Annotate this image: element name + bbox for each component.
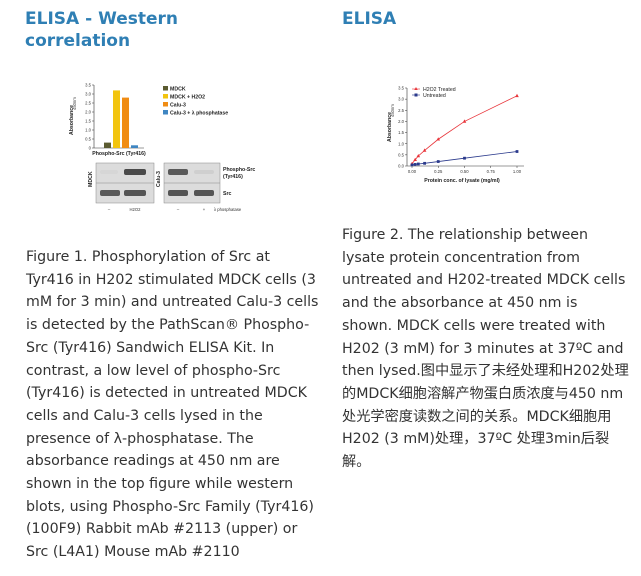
- line-x-tick-label: 1.00: [513, 169, 522, 174]
- legend-label-untreated: Untreated: [423, 93, 446, 99]
- bar-chart: 00.51.01.52.02.53.03.5 Absorbance 450nm …: [69, 83, 228, 157]
- blot-band-label-2: Src: [223, 191, 231, 197]
- line-y-tick-label: 0.0: [398, 164, 404, 169]
- blot-condition: H2O2: [130, 207, 142, 212]
- line-series: [410, 93, 519, 167]
- bar-y-label: Absorbance: [69, 105, 75, 135]
- series-point: [515, 150, 519, 153]
- bar-y-tick-label: 0: [89, 146, 92, 151]
- blot-band-label-1-line1: Phospho-Src: [223, 167, 255, 173]
- line-x-label: Protein conc. of lysate (mg/ml): [424, 178, 500, 184]
- blot-calu-condition-label: λ phosphatase: [214, 207, 242, 212]
- legend-label-calu3: Calu-3: [170, 103, 186, 109]
- legend-swatch-mdck: [163, 86, 168, 91]
- bar-y-tick-label: 1.0: [85, 128, 91, 133]
- figure-1: 0 0.5 1.0 1.5 2.0 2.5 3.0 3.5 Absorbance 450nm …: [64, 75, 264, 220]
- blot-condition: +: [203, 207, 206, 212]
- legend-label-mdck: MDCK: [170, 87, 186, 93]
- bar-y-tick-label: 1.5: [85, 119, 91, 124]
- series-point: [416, 153, 421, 158]
- bar-y-tick-label: 2.5: [85, 101, 91, 106]
- bar-y-tick-label: 0.5: [85, 137, 91, 142]
- blot-calu-label: Calu-3: [156, 171, 162, 187]
- line-x-ticks: 0.00 0.25 0.50 0.75 1.00: [408, 166, 522, 174]
- blot-band: [168, 169, 188, 175]
- line-x-tick-label: 0.50: [460, 169, 469, 174]
- figure-2: 0.0 0.5 1.0 1.5 2.0 2.5 3.0 3.5 0.00 0.25 0.50 0.7…: [379, 80, 579, 190]
- line-x-tick-label: 0.75: [487, 169, 496, 174]
- blot-band: [100, 190, 120, 196]
- bar-y-tick-label: 3.5: [85, 83, 91, 88]
- line-y-tick-label: 3.0: [398, 97, 404, 102]
- line-y-tick-label: 0.5: [398, 152, 404, 157]
- legend-swatch-mdck-h2o2: [163, 94, 168, 99]
- left-heading: ELISA - Western correlation: [25, 9, 178, 51]
- bar: [122, 97, 129, 148]
- series-point: [413, 163, 417, 166]
- blot-band: [100, 170, 118, 174]
- line-y-tick-label: 1.0: [398, 141, 404, 146]
- series-point: [436, 160, 440, 163]
- legend-label-mdck-h2o2: MDCK + H2O2: [170, 95, 205, 101]
- figure-2-caption: Figure 2. The relationship between lysat…: [342, 227, 629, 471]
- series-point: [462, 119, 467, 123]
- line-chart: 0.0 0.5 1.0 1.5 2.0 2.5 3.0 3.5 0.00 0.25 0.50 0.7…: [387, 86, 524, 184]
- series-point: [423, 161, 426, 165]
- figure-1-svg: 00.51.01.52.02.53.03.5 Absorbance 450nm …: [69, 83, 255, 212]
- line-y-tick-label: 2.5: [398, 108, 404, 113]
- blot-band: [124, 169, 146, 175]
- blot-condition: –: [108, 207, 111, 212]
- legend-marker-untreated: [414, 93, 418, 97]
- blot-condition: –: [177, 207, 180, 212]
- legend-label-calu3-phosphatase: Calu-3 + λ phosphatase: [170, 111, 228, 117]
- legend-marker-h2o2: [414, 87, 418, 90]
- series-point: [410, 163, 414, 167]
- line-y-tick-label: 2.0: [398, 119, 404, 124]
- blot-band-label-1-line2: (Tyr416): [223, 174, 243, 180]
- bar: [104, 142, 111, 148]
- line-legend: H2O2 Treated Untreated: [412, 87, 456, 99]
- legend-swatch-calu3: [163, 102, 168, 107]
- bar-y-tick-label: 2.0: [85, 110, 91, 115]
- figure-1-caption: Figure 1. Phosphorylation of Src at Tyr4…: [26, 249, 319, 561]
- series-point: [436, 137, 441, 141]
- line-y-label: Absorbance: [387, 112, 393, 142]
- line-y-tick-label: 3.5: [398, 86, 404, 91]
- bar-y-tick-label: 3.0: [85, 92, 91, 97]
- series-point: [422, 148, 427, 152]
- line-y-tick-label: 1.5: [398, 130, 404, 135]
- bar-marks: [104, 90, 138, 148]
- blot-band: [168, 190, 188, 196]
- legend-swatch-calu3-phosphatase: [163, 110, 168, 115]
- blot-band: [124, 190, 146, 196]
- blot-mdck-label: MDCK: [88, 171, 94, 187]
- bar: [113, 90, 120, 148]
- bar-x-label: Phospho-Src (Tyr416): [92, 151, 146, 157]
- line-x-tick-label: 0.25: [434, 169, 443, 174]
- bar: [131, 145, 138, 148]
- bar-legend: MDCK MDCK + H2O2 Calu-3 Calu-3 + λ phosp…: [163, 86, 228, 117]
- series-point: [463, 156, 466, 160]
- series-point: [413, 157, 417, 162]
- western-blot: MDCK Calu-3 Phospho-Src (Tyr416): [88, 162, 255, 212]
- line-x-tick-label: 0.00: [408, 169, 417, 174]
- bar-y-label-sub: 450nm: [72, 97, 77, 110]
- figure-2-svg: 0.0 0.5 1.0 1.5 2.0 2.5 3.0 3.5 0.00 0.25 0.50 0.7…: [387, 86, 524, 184]
- series-point: [515, 93, 519, 98]
- line-y-ticks: 0.0 0.5 1.0 1.5 2.0 2.5 3.0 3.5: [398, 86, 407, 169]
- series-point: [416, 162, 420, 166]
- bar-y-ticks: 0 0.5 1.0 1.5 2.0 2.5 3.0 3.5: [85, 83, 94, 151]
- blot-band: [194, 170, 214, 174]
- blot-band: [194, 190, 214, 196]
- right-heading: ELISA: [342, 9, 397, 29]
- legend-label-h2o2: H2O2 Treated: [423, 87, 456, 93]
- line-y-label-sub: 450nm: [390, 104, 395, 117]
